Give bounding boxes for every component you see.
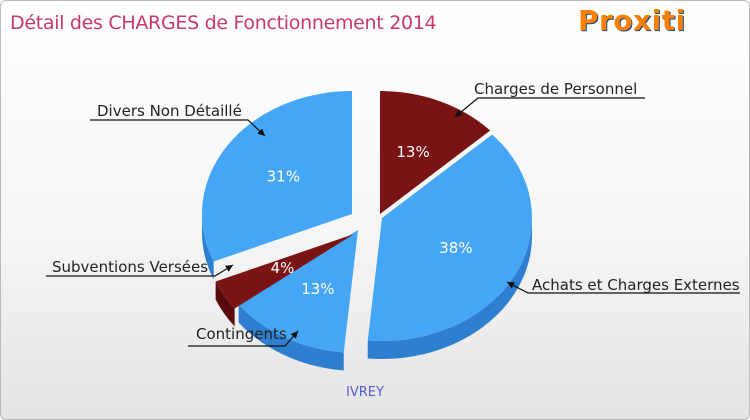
pie-slice-label: Achats et Charges Externes xyxy=(532,276,740,294)
logo-text: Proxiti xyxy=(578,4,686,37)
leader-line xyxy=(454,97,645,118)
proxiti-logo: Proxiti xyxy=(578,4,690,46)
pie-slice-label: Divers Non Détaillé xyxy=(97,102,242,120)
pie-slice xyxy=(215,234,354,309)
pie-slice-percent: 31% xyxy=(267,168,300,186)
pie-slice xyxy=(367,134,532,341)
leader-line xyxy=(90,119,266,137)
pie-slice-percent: 13% xyxy=(301,280,334,298)
pie-slice xyxy=(380,91,491,214)
leader-arrow xyxy=(257,128,265,136)
pie-slice-percent: 38% xyxy=(439,239,472,257)
pie-slice xyxy=(202,91,352,262)
pie-slices xyxy=(202,91,532,371)
pie-slice-side xyxy=(202,214,214,280)
pie-labels: 13% Charges de Personnel 38% Achats et Char… xyxy=(52,80,740,343)
pie-slice-side xyxy=(215,281,235,327)
pie-slice-percent: 13% xyxy=(396,143,429,161)
leader-arrow xyxy=(225,265,233,272)
pie-slice-side xyxy=(367,218,532,359)
leader-arrow xyxy=(290,331,298,339)
chart-subtitle: IVREY xyxy=(346,385,384,400)
leader-arrow xyxy=(507,282,515,289)
pie-slice xyxy=(238,230,358,353)
pie-slice-label: Contingents xyxy=(196,325,287,343)
leader-arrow xyxy=(455,109,463,117)
pie-leader-lines xyxy=(46,97,740,347)
pie-slice-label: Charges de Personnel xyxy=(474,80,637,98)
pie-slice-side xyxy=(238,304,344,371)
pie-slice-percent: 4% xyxy=(271,259,295,277)
pie-slice-label: Subventions Versées xyxy=(52,258,208,276)
chart-title: Détail des CHARGES de Fonctionnement 201… xyxy=(10,12,437,34)
leader-line xyxy=(506,281,740,294)
